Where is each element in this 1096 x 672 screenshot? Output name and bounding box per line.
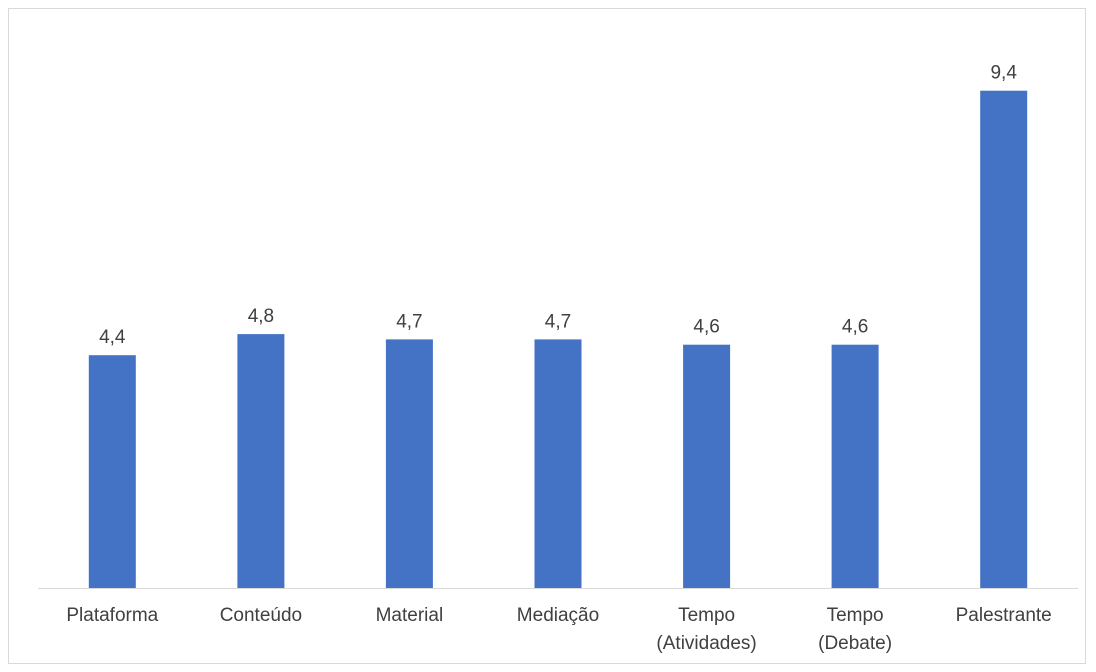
- value-label-0: 4,4: [99, 327, 126, 348]
- x-tick-labels-group: Plataforma Conteúdo Material Mediação Tempo (…: [66, 605, 1051, 654]
- value-label-1: 4,8: [248, 306, 274, 327]
- bar-0: [88, 355, 136, 588]
- bar-4: [683, 344, 731, 588]
- value-label-3: 4,7: [545, 311, 571, 332]
- x-tick-label-5-line-1: (Debate): [818, 633, 892, 654]
- x-tick-label-6: Palestrante: [956, 605, 1052, 626]
- bar-2: [385, 339, 433, 588]
- x-tick-label-3: Mediação: [517, 605, 599, 626]
- value-label-6: 9,4: [990, 63, 1017, 84]
- x-tick-label-4-line-0: Tempo: [678, 605, 735, 626]
- bar-1: [237, 334, 285, 588]
- x-tick-label-1: Conteúdo: [220, 605, 302, 626]
- x-tick-label-4-line-1: (Atividades): [656, 633, 756, 654]
- x-tick-label-5-line-0: Tempo: [827, 605, 884, 626]
- bar-6: [980, 90, 1028, 588]
- value-labels-group: 4,4 4,8 4,7 4,7 4,6 4,6 9,4: [99, 63, 1017, 349]
- x-tick-label-0: Plataforma: [66, 605, 158, 626]
- x-tick-label-2: Material: [376, 605, 444, 626]
- value-label-5: 4,6: [842, 317, 868, 338]
- value-label-4: 4,6: [693, 317, 719, 338]
- bar-3: [534, 339, 582, 588]
- bar-5: [831, 344, 879, 588]
- bars-group: [88, 90, 1028, 588]
- value-label-2: 4,7: [396, 311, 422, 332]
